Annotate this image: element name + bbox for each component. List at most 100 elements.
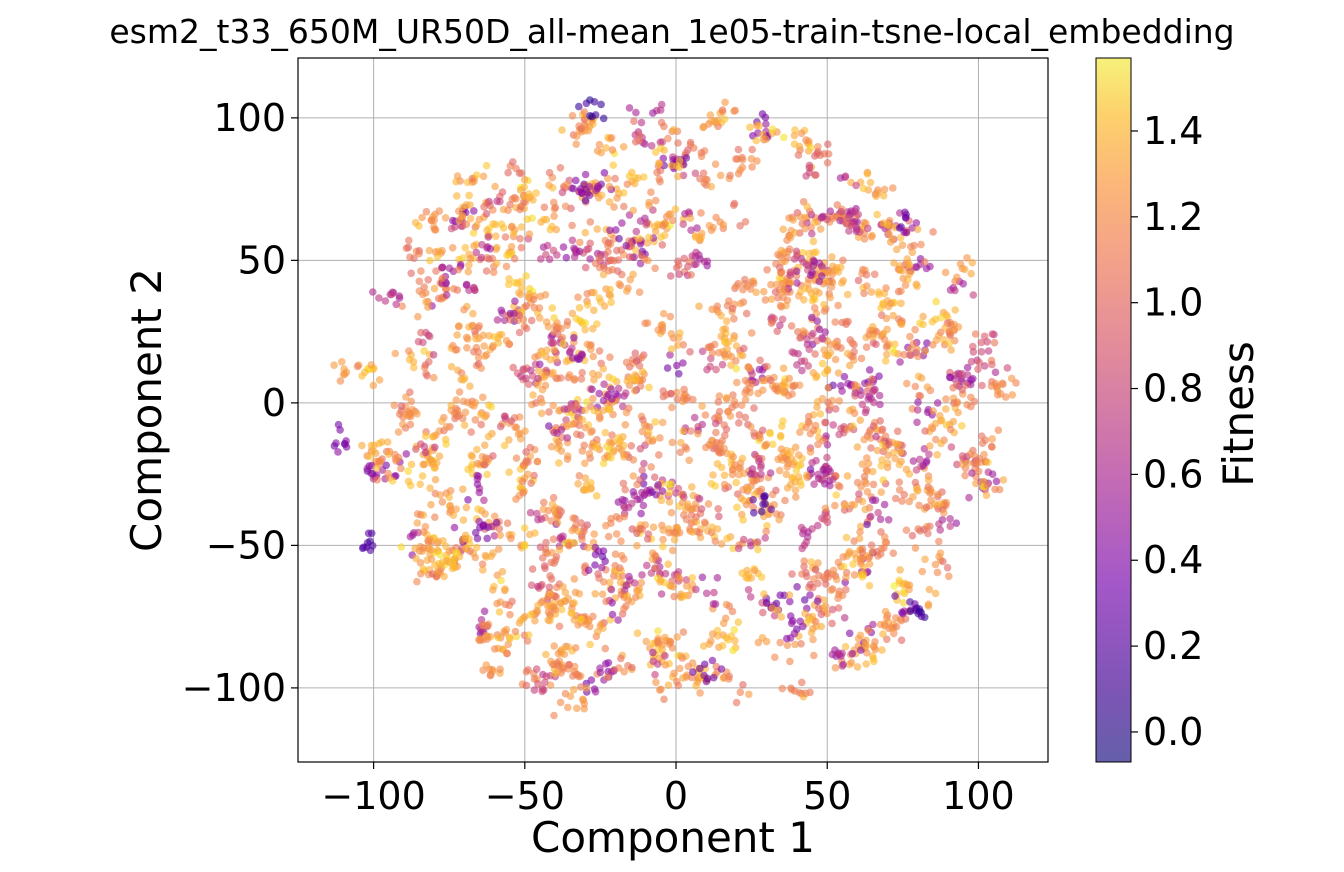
scatter-point-3578 [540, 498, 548, 507]
scatter-point-237 [725, 297, 733, 305]
scatter-point-2119 [517, 169, 526, 177]
scatter-point-3679 [575, 102, 583, 111]
scatter-point-2625 [872, 432, 880, 441]
scatter-point-1579 [670, 536, 679, 544]
scatter-point-3215 [463, 344, 471, 352]
scatter-point-2189 [799, 327, 807, 335]
scatter-point-2486 [659, 309, 668, 318]
scatter-point-2521 [478, 240, 486, 249]
scatter-point-2725 [537, 515, 546, 523]
scatter-point-918 [813, 150, 821, 158]
scatter-point-3592 [679, 674, 687, 682]
scatter-point-2205 [977, 348, 986, 356]
scatter-point-1632 [618, 495, 627, 504]
scatter-point-1839 [897, 223, 905, 231]
scatter-point-2787 [465, 540, 474, 548]
scatter-point-634 [890, 582, 898, 590]
scatter-point-3488 [882, 343, 891, 351]
scatter-point-1249 [875, 372, 883, 381]
scatter-point-3700 [750, 509, 758, 517]
scatter-point-855 [595, 414, 604, 423]
scatter-point-1201 [931, 315, 940, 324]
scatter-point-2406 [607, 134, 616, 142]
scatter-point-1298 [723, 534, 731, 543]
scatter-point-195 [729, 544, 737, 553]
scatter-point-3049 [778, 684, 787, 693]
scatter-point-1234 [481, 551, 490, 560]
scatter-point-2906 [580, 108, 589, 116]
scatter-point-1979 [842, 533, 851, 542]
scatter-point-2991 [911, 325, 919, 334]
scatter-point-476 [713, 460, 722, 468]
scatter-point-1636 [786, 657, 794, 666]
scatter-point-2967 [793, 279, 801, 287]
scatter-point-2054 [772, 486, 780, 495]
scatter-point-2594 [896, 448, 905, 456]
scatter-point-2483 [577, 431, 585, 440]
scatter-point-1638 [791, 640, 799, 649]
scatter-point-2648 [482, 161, 491, 170]
scatter-point-495 [773, 327, 781, 336]
scatter-point-3796 [854, 634, 863, 643]
scatter-point-707 [848, 339, 856, 347]
scatter-point-3275 [490, 532, 499, 540]
scatter-point-3309 [538, 554, 547, 562]
scatter-point-658 [451, 223, 459, 231]
scatter-point-2954 [921, 555, 929, 564]
scatter-point-2433 [582, 486, 591, 494]
scatter-point-439 [549, 246, 558, 255]
scatter-point-1845 [806, 465, 815, 474]
scatter-point-2254 [852, 227, 861, 236]
scatter-point-2096 [527, 366, 535, 375]
scatter-point-3202 [803, 202, 812, 211]
scatter-point-2244 [811, 617, 820, 626]
scatter-point-1546 [651, 670, 659, 679]
scatter-point-3086 [658, 645, 667, 653]
scatter-point-2024 [427, 555, 436, 563]
scatter-point-2452 [819, 573, 828, 581]
scatter-point-3647 [682, 515, 691, 524]
scatter-point-159 [528, 565, 537, 573]
scatter-point-711 [492, 259, 501, 268]
scatter-point-3161 [730, 334, 738, 343]
scatter-point-3632 [810, 575, 818, 583]
scatter-point-3742 [790, 629, 799, 638]
scatter-point-2100 [522, 374, 530, 383]
scatter-point-1763 [674, 572, 682, 581]
scatter-point-3587 [448, 564, 457, 573]
scatter-point-32 [643, 561, 651, 570]
scatter-point-751 [714, 505, 722, 513]
scatter-point-3372 [458, 211, 467, 220]
scatter-point-1663 [874, 188, 882, 197]
scatter-point-3634 [788, 570, 796, 578]
scatter-point-3201 [801, 224, 809, 233]
scatter-point-2971 [577, 375, 586, 383]
scatter-point-1606 [608, 431, 616, 439]
scatter-point-3132 [522, 324, 531, 333]
colorbar-tick-label-6: 1.2 [1143, 195, 1203, 239]
scatter-point-3767 [991, 379, 1000, 388]
scatter-point-2910 [580, 115, 589, 124]
scatter-point-1397 [638, 525, 646, 534]
scatter-point-3724 [341, 440, 349, 448]
scatter-point-1705 [596, 664, 604, 672]
scatter-point-565 [407, 397, 416, 406]
scatter-point-1275 [581, 459, 589, 468]
scatter-point-2255 [836, 216, 844, 225]
scatter-point-70 [448, 244, 457, 252]
scatter-point-2895 [674, 139, 682, 147]
scatter-point-2956 [931, 560, 940, 569]
scatter-point-3019 [743, 566, 751, 575]
scatter-point-2118 [504, 168, 512, 177]
scatter-point-3729 [689, 668, 697, 676]
scatter-point-1543 [546, 681, 555, 689]
scatter-point-3018 [742, 573, 750, 582]
scatter-point-2753 [498, 188, 507, 196]
scatter-point-2947 [361, 368, 369, 377]
scatter-point-1241 [729, 646, 737, 655]
scatter-point-340 [622, 389, 630, 397]
scatter-point-3726 [700, 660, 709, 669]
scatter-point-1778 [589, 369, 597, 378]
scatter-point-3278 [480, 521, 488, 529]
scatter-point-2298 [707, 182, 716, 191]
